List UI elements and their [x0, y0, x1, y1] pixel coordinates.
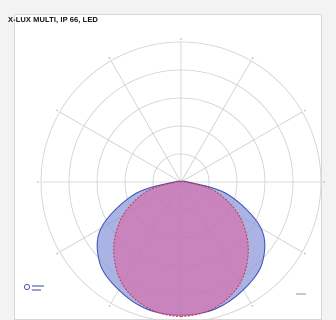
angle-tick — [56, 252, 59, 255]
angle-tick — [56, 109, 59, 112]
chart-title: X-LUX MULTI, IP 66, LED — [8, 15, 98, 24]
angle-tick — [303, 252, 306, 255]
grid-spoke — [180, 111, 303, 183]
grid-spoke — [180, 60, 252, 183]
angle-tick — [108, 304, 111, 307]
angle-tick — [180, 38, 182, 40]
corner-mark — [296, 293, 306, 295]
angle-tick — [251, 304, 254, 307]
angle-tick — [251, 57, 254, 60]
grid-spoke — [59, 111, 182, 183]
angle-tick — [303, 109, 306, 112]
brand-logo-icon — [24, 283, 46, 297]
angle-tick — [108, 57, 111, 60]
angle-tick — [323, 181, 325, 183]
angle-tick — [37, 181, 39, 183]
series-distribution-b — [113, 180, 249, 317]
grid-spoke — [110, 60, 182, 183]
